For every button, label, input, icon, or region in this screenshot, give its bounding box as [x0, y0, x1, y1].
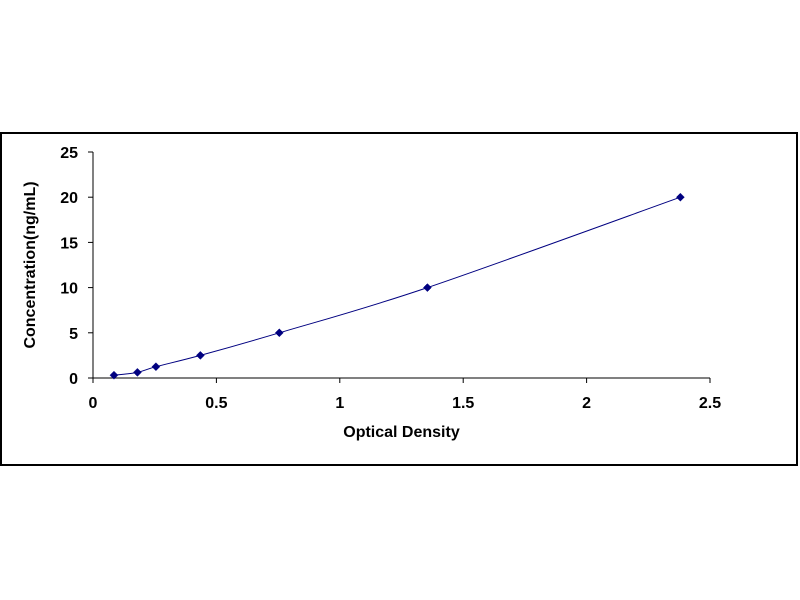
- data-point: [109, 370, 119, 380]
- chart-frame: [0, 132, 798, 466]
- data-point: [423, 283, 432, 292]
- ticks: [88, 151, 711, 383]
- data-point: [151, 362, 161, 372]
- y-axis-title: Concentration(ng/mL): [22, 181, 39, 348]
- y-tick-label: 20: [60, 190, 78, 207]
- y-tick-label: 10: [60, 281, 78, 298]
- x-tick-label: 0.5: [205, 395, 227, 412]
- y-tick-label: 25: [60, 145, 78, 162]
- x-tick-label: 1: [335, 395, 344, 412]
- data-point: [196, 351, 205, 360]
- data-point: [133, 367, 142, 377]
- axes: [92, 152, 710, 379]
- y-tick-label: 5: [69, 326, 78, 343]
- trend-curve: [113, 196, 681, 376]
- x-tick-label: 2.5: [699, 395, 721, 412]
- data-points: [109, 192, 685, 380]
- y-tick-label: 15: [60, 235, 78, 252]
- x-axis-title: Optical Density: [343, 424, 460, 441]
- y-tick-label: 0: [69, 371, 78, 388]
- x-tick-label: 2: [582, 395, 591, 412]
- trend-curve-layer: [113, 196, 681, 376]
- tick-labels: 0 0.5 1 1.5 2 2.5 0 5 10 15 20 25: [60, 145, 721, 412]
- data-point: [274, 328, 284, 338]
- x-tick-label: 0: [89, 395, 98, 412]
- x-tick-label: 1.5: [452, 395, 474, 412]
- data-point: [676, 192, 685, 202]
